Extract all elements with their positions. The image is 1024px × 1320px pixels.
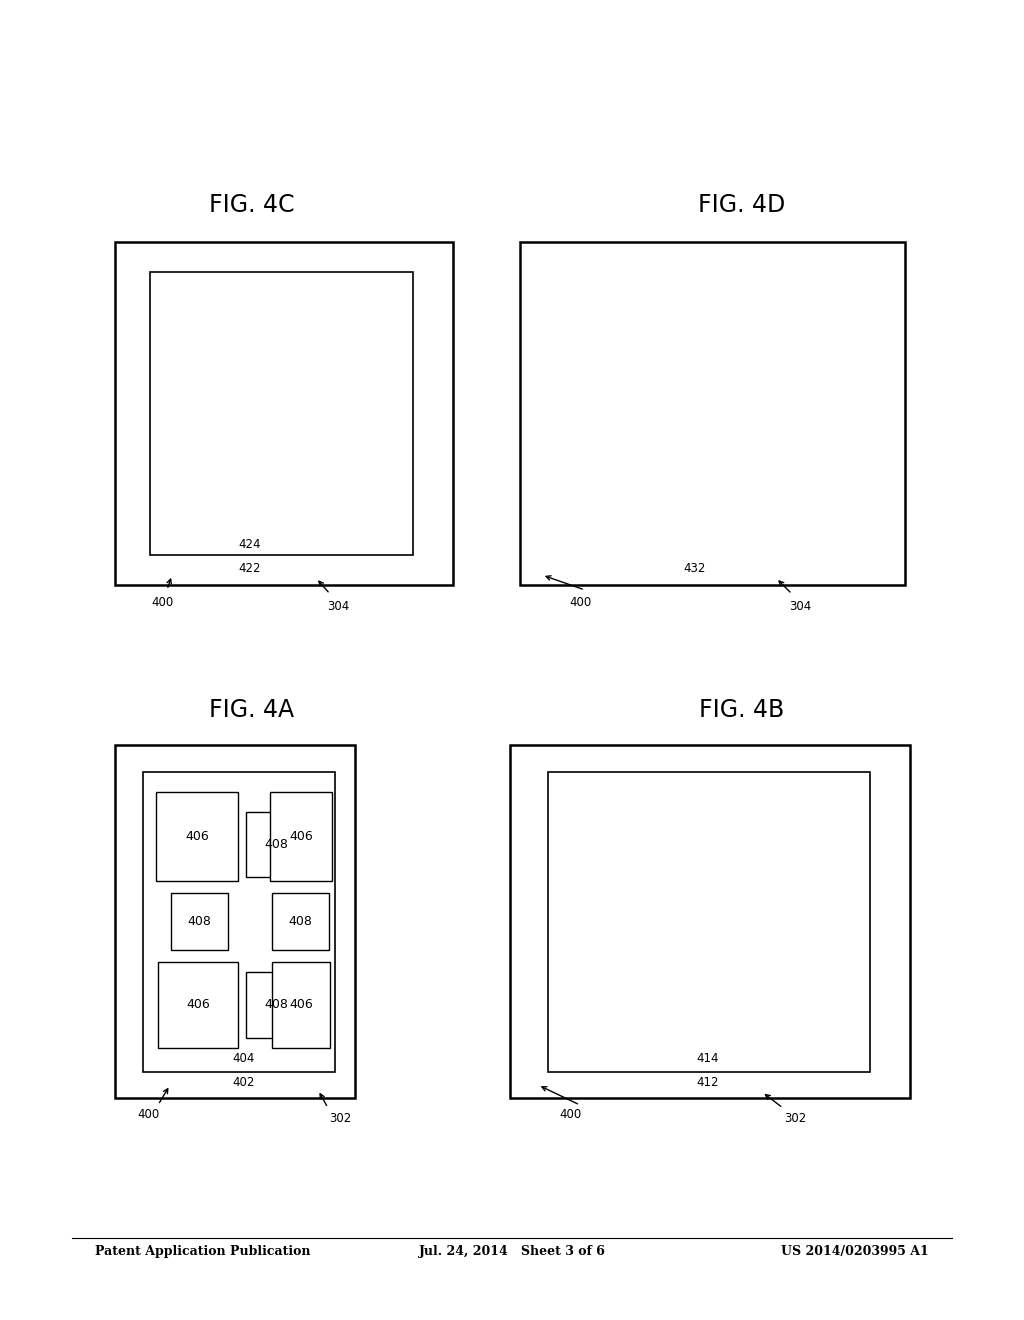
Text: FIG. 4C: FIG. 4C — [209, 193, 295, 216]
Text: FIG. 4B: FIG. 4B — [699, 698, 784, 722]
Bar — [270, 792, 332, 880]
Text: FIG. 4A: FIG. 4A — [210, 698, 295, 722]
Text: 406: 406 — [186, 998, 210, 1011]
Text: 400: 400 — [137, 1109, 159, 1122]
Bar — [150, 272, 413, 554]
Bar — [115, 242, 453, 585]
Bar — [115, 744, 355, 1098]
Bar — [520, 242, 905, 585]
Text: 406: 406 — [185, 830, 209, 843]
Bar — [156, 792, 238, 880]
Text: 302: 302 — [784, 1111, 806, 1125]
Text: 422: 422 — [239, 561, 261, 574]
Bar — [246, 972, 306, 1038]
Bar — [272, 962, 330, 1048]
Text: 400: 400 — [569, 595, 591, 609]
Bar — [548, 772, 870, 1072]
Text: 432: 432 — [684, 561, 707, 574]
Bar — [272, 894, 329, 950]
Text: 406: 406 — [289, 998, 313, 1011]
Bar — [246, 812, 306, 876]
Text: 408: 408 — [187, 915, 211, 928]
Text: 402: 402 — [232, 1076, 255, 1089]
Bar — [158, 962, 238, 1048]
Text: 408: 408 — [289, 915, 312, 928]
Text: 412: 412 — [696, 1076, 719, 1089]
Bar — [510, 744, 910, 1098]
Bar — [171, 894, 228, 950]
Text: 304: 304 — [788, 599, 811, 612]
Text: 408: 408 — [264, 998, 288, 1011]
Text: 400: 400 — [559, 1109, 582, 1122]
Text: 404: 404 — [232, 1052, 255, 1064]
Text: Patent Application Publication: Patent Application Publication — [95, 1246, 310, 1258]
Text: US 2014/0203995 A1: US 2014/0203995 A1 — [781, 1246, 929, 1258]
Text: 400: 400 — [151, 595, 173, 609]
Bar — [143, 772, 335, 1072]
Text: 406: 406 — [289, 830, 313, 843]
Text: 408: 408 — [264, 838, 288, 851]
Text: 414: 414 — [696, 1052, 719, 1064]
Text: Jul. 24, 2014   Sheet 3 of 6: Jul. 24, 2014 Sheet 3 of 6 — [419, 1246, 605, 1258]
Text: 424: 424 — [239, 537, 261, 550]
Text: FIG. 4D: FIG. 4D — [698, 193, 785, 216]
Text: 302: 302 — [329, 1111, 351, 1125]
Text: 304: 304 — [327, 599, 349, 612]
